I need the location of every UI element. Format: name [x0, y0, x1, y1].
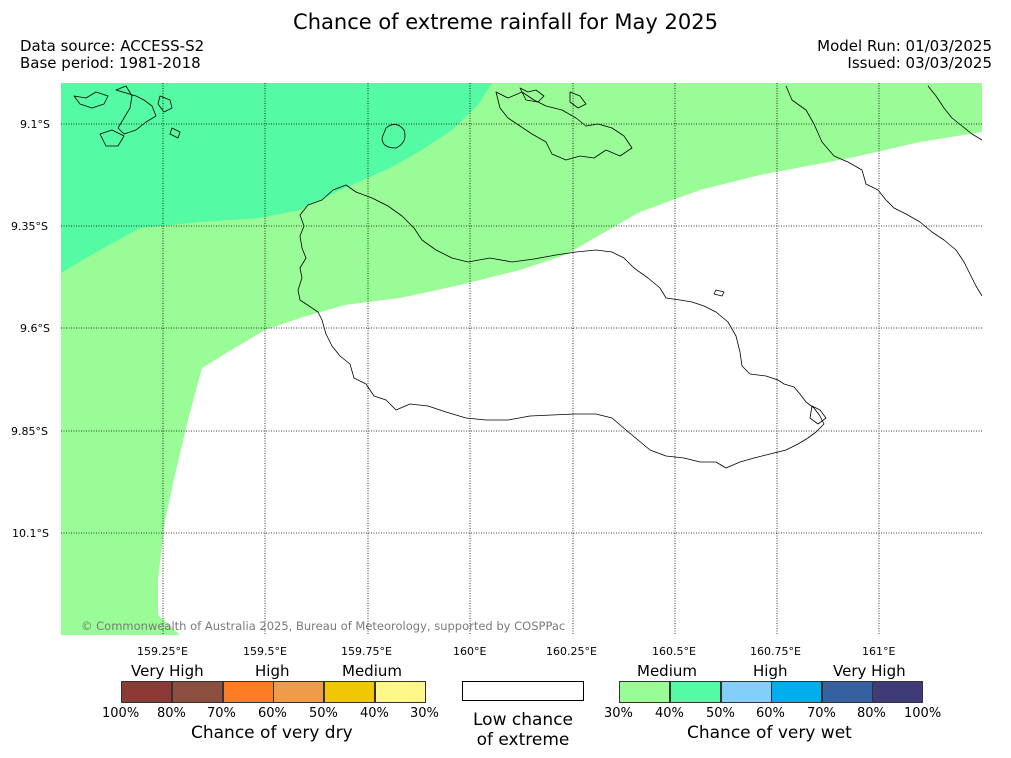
- northwest-islands: [73, 91, 109, 109]
- lat-label: 9.85°S: [11, 425, 48, 438]
- wet-tick-label: 50%: [706, 706, 735, 721]
- dry-tick-label: 100%: [102, 706, 140, 721]
- dry-swatch: [273, 681, 324, 703]
- wet-tick-label: 80%: [857, 706, 886, 721]
- wet-swatch: [721, 681, 772, 703]
- wet-40-50-region: [61, 83, 492, 273]
- dry-category-label: Medium: [342, 662, 402, 680]
- wet-tick-label: 60%: [756, 706, 785, 721]
- wet-swatch: [822, 681, 873, 703]
- guadalcanal-coast: [297, 184, 825, 469]
- wet-category-label: Very High: [833, 662, 906, 680]
- wet-caption: Chance of very wet: [687, 723, 852, 743]
- dry-tick-label: 40%: [360, 706, 389, 721]
- malaita-coast: [785, 85, 982, 297]
- dry-swatch: [375, 681, 426, 703]
- model-run: Model Run: 01/03/2025: [817, 37, 992, 55]
- neutral-caption: Low chance of extreme: [460, 710, 586, 750]
- dry-tick-label: 80%: [157, 706, 186, 721]
- data-source: Data source: ACCESS-S2: [20, 37, 205, 55]
- islet-4: [809, 405, 827, 425]
- wet-30-40-region: [61, 83, 982, 635]
- dry-swatch: [223, 681, 274, 703]
- dry-tick-label: 50%: [309, 706, 338, 721]
- chart-title: Chance of extreme rainfall for May 2025: [293, 10, 718, 34]
- wet-tick-label: 40%: [655, 706, 684, 721]
- northwest-islands-5: [169, 127, 181, 139]
- header-right: Model Run: 01/03/2025 Issued: 03/03/2025: [817, 38, 992, 72]
- neutral-caption-line1: Low chance: [473, 710, 573, 730]
- copyright-credit: © Commonwealth of Australia 2025, Bureau…: [81, 619, 566, 633]
- malaita-coast-2: [927, 85, 982, 141]
- islet-5: [713, 289, 725, 297]
- lon-label: 160.5°E: [652, 645, 696, 658]
- neutral-swatch: [462, 681, 584, 701]
- wet-swatch: [619, 681, 670, 703]
- wet-swatch: [872, 681, 923, 703]
- lon-label: 160°E: [453, 645, 487, 658]
- dry-swatch: [121, 681, 172, 703]
- northwest-islands-3: [99, 129, 125, 147]
- islet-3: [569, 91, 587, 109]
- dry-category-label: Very High: [131, 662, 204, 680]
- wet-category-label: High: [753, 662, 788, 680]
- lat-label: 9.6°S: [20, 322, 50, 335]
- northwest-islands-4: [157, 95, 173, 113]
- base-period: Base period: 1981-2018: [20, 54, 201, 72]
- header-left: Data source: ACCESS-S2 Base period: 1981…: [20, 38, 204, 72]
- dry-tick-label: 30%: [410, 706, 439, 721]
- lon-label: 160.75°E: [750, 645, 801, 658]
- wet-tick-label: 30%: [604, 706, 633, 721]
- lon-label: 161°E: [862, 645, 896, 658]
- dry-swatch: [172, 681, 223, 703]
- neutral-caption-line2: of extreme: [476, 730, 570, 750]
- northwest-islands-2: [115, 85, 157, 135]
- lon-label: 160.25°E: [546, 645, 597, 658]
- lat-label: 10.1°S: [12, 527, 49, 540]
- dry-caption: Chance of very dry: [191, 723, 353, 743]
- lat-label: 9.35°S: [11, 220, 48, 233]
- dry-tick-label: 60%: [258, 706, 287, 721]
- coastlines: [73, 85, 982, 469]
- dry-swatch: [324, 681, 375, 703]
- wet-tick-label: 100%: [904, 706, 942, 721]
- lon-label: 159.75°E: [341, 645, 392, 658]
- wet-swatch: [670, 681, 721, 703]
- lat-label: 9.1°S: [20, 118, 50, 131]
- islet: [381, 124, 406, 149]
- florida-islands: [495, 91, 633, 161]
- lon-label: 159.5°E: [243, 645, 287, 658]
- lon-label: 159.25°E: [137, 645, 188, 658]
- wet-tick-label: 70%: [807, 706, 836, 721]
- graticule: [61, 83, 982, 635]
- dry-category-label: High: [255, 662, 290, 680]
- wet-category-label: Medium: [637, 662, 697, 680]
- dry-tick-label: 70%: [207, 706, 236, 721]
- wet-swatch: [771, 681, 822, 703]
- islet-2: [519, 87, 545, 103]
- issued-date: Issued: 03/03/2025: [847, 54, 992, 72]
